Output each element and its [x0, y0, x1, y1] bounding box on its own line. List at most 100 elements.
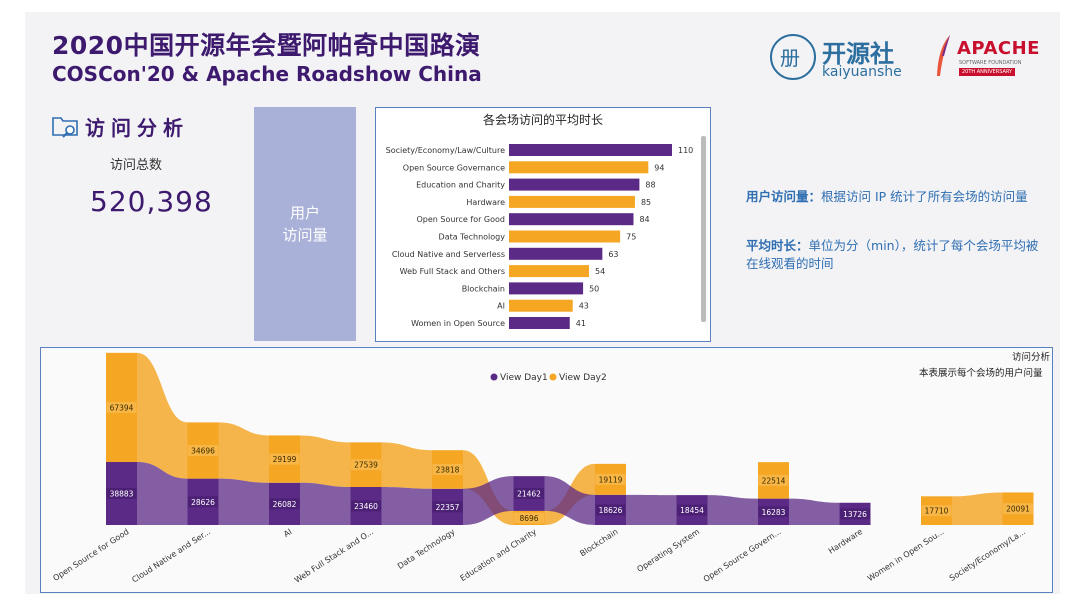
segment-value-label: 67394 [110, 403, 134, 412]
bar-category-label: Web Full Stack and Others [400, 267, 505, 276]
segment-label-bg [514, 512, 544, 524]
segment-label-bg [514, 488, 544, 500]
segment-value-label: 18454 [680, 506, 704, 515]
ribbon-category-label: Education and Charity [459, 527, 539, 583]
bar-category-label: Hardware [466, 198, 505, 207]
segment-label-bg [758, 506, 789, 518]
bar [509, 282, 584, 295]
segment-label-bg [188, 445, 218, 457]
segment-value-label: 16283 [762, 508, 786, 517]
day2-ribbon [218, 422, 269, 483]
kaiyuanshe-logo: 册 开源社 kaiyuanshe [770, 34, 920, 82]
day1-ribbon [218, 478, 269, 525]
apache-feather-icon [937, 35, 950, 76]
day1-ribbon [463, 476, 514, 525]
legend-day2-label: View Day2 [559, 373, 607, 383]
apache-logo-anniversary: 20TH ANNIVERSARY [959, 68, 1016, 76]
day1-ribbon [707, 495, 758, 525]
ribbon-category-label: Blockchain [578, 527, 619, 558]
segment-label-bg [677, 504, 707, 516]
kaiyuanshe-logo-en: kaiyuanshe [822, 64, 902, 80]
segment-value-label: 18626 [599, 506, 623, 515]
day1-ribbon [626, 494, 677, 525]
visit-analysis-panel: View Day1 View Day2 38883 67394 Open Source … [40, 347, 1053, 593]
segment-value-label: 23818 [436, 465, 460, 474]
segment-label-bg [758, 474, 789, 486]
avg-duration-panel: 各会场访问的平均时长 Society/Economy/Law/Culture 110… [375, 107, 711, 342]
bar [509, 178, 640, 191]
legend-day1-label: View Day1 [500, 373, 548, 383]
segment-value-label: 28626 [191, 498, 215, 507]
ribbon-category-label: Open Source Govern... [702, 527, 783, 584]
bar-category-label: Blockchain [462, 284, 505, 293]
bar [509, 299, 573, 312]
ribbon-category-label: Society/Economy/La... [948, 527, 1027, 583]
bar-value-label: 41 [576, 319, 586, 328]
bar-value-label: 110 [678, 146, 693, 155]
bar [509, 265, 590, 278]
segment-value-label: 38883 [110, 490, 134, 499]
bar-category-label: Education and Charity [416, 181, 505, 190]
bar-category-label: Data Technology [439, 233, 506, 242]
user-visits-card-line2: 访问量 [282, 226, 328, 244]
ribbon-category-label: Web Full Stack and O... [293, 527, 375, 585]
bar-value-label: 63 [608, 250, 618, 259]
segment-value-label: 21462 [517, 490, 541, 499]
ribbon-legend: View Day1 View Day2 [490, 373, 607, 383]
segment-label-bg [1003, 503, 1033, 515]
segment-label-bg [921, 505, 952, 517]
legend-day1-swatch [490, 373, 498, 381]
bar [509, 230, 621, 243]
ribbon-category-label: Open Source for Good [51, 527, 130, 583]
kaiyuanshe-mark-icon: 册 [770, 34, 816, 80]
kaiyuanshe-logo-cn: 开源社 [822, 40, 894, 68]
bar-chart-scrollbar[interactable] [701, 136, 706, 322]
bar-value-label: 54 [595, 267, 605, 276]
folder-analysis-icon [52, 117, 78, 138]
segment-value-label: 26082 [273, 500, 297, 509]
bar-category-label: AI [497, 302, 505, 311]
segment-value-label: 20091 [1006, 505, 1030, 514]
note-avg-duration: 平均时长：单位为分（min），统计了每个会场平均被在线观看的时间 [746, 237, 1046, 273]
total-visits-label: 访问总数 [110, 158, 163, 173]
segment-value-label: 17710 [925, 507, 949, 516]
segment-label-bg [595, 504, 626, 516]
bar-chart-title: 各会场访问的平均时长 [483, 112, 603, 127]
day1-ribbon [789, 498, 840, 525]
page-title: 2020中国开源年会暨阿帕奇中国路演 [52, 31, 481, 60]
note-avg-duration-body: 单位为分（min），统计了每个会场平均被在线观看的时间 [746, 238, 1039, 271]
apache-logo: APACHE SOFTWARE FOUNDATION 20TH ANNIVERS… [935, 34, 1045, 82]
page-subtitle: COSCon'20 & Apache Roadshow China [52, 62, 482, 86]
bar-category-label: Open Source for Good [416, 215, 505, 224]
segment-label-bg [106, 401, 137, 413]
segment-value-label: 22514 [762, 476, 786, 485]
segment-value-label: 29199 [273, 455, 297, 464]
ribbon-category-label: Data Technology [396, 527, 457, 571]
segment-label-bg [269, 453, 300, 465]
apache-logo-sub: SOFTWARE FOUNDATION [959, 60, 1022, 66]
ribbon-connectors [137, 352, 1003, 525]
segment-label-bg [351, 500, 381, 512]
user-visits-card-line1: 用户 [289, 204, 320, 222]
segment-value-label: 23460 [354, 502, 378, 511]
bar [509, 213, 634, 226]
segment-value-label: 22357 [436, 503, 460, 512]
bar-value-label: 50 [589, 284, 599, 293]
bar-value-label: 85 [641, 198, 651, 207]
bar-value-label: 88 [645, 181, 655, 190]
bar-value-label: 94 [654, 163, 664, 172]
segment-label-bg [432, 501, 463, 513]
total-visits-value: 520,398 [90, 185, 213, 218]
apache-logo-name: APACHE [957, 38, 1040, 59]
segment-value-label: 8696 [519, 514, 538, 523]
note-user-visits-head: 用户访问量： [746, 189, 822, 204]
bar-category-label: Cloud Native and Serverless [392, 250, 505, 259]
segment-value-label: 13726 [843, 510, 867, 519]
note-avg-duration-head: 平均时长： [746, 238, 809, 253]
avg-duration-chart: 各会场访问的平均时长 Society/Economy/Law/Culture 110… [386, 112, 706, 329]
segment-label-bg [106, 488, 137, 500]
bar-value-label: 43 [579, 302, 589, 311]
ribbon-category-label: AI [282, 527, 293, 539]
bar-value-label: 75 [626, 233, 636, 242]
bar [509, 144, 672, 156]
